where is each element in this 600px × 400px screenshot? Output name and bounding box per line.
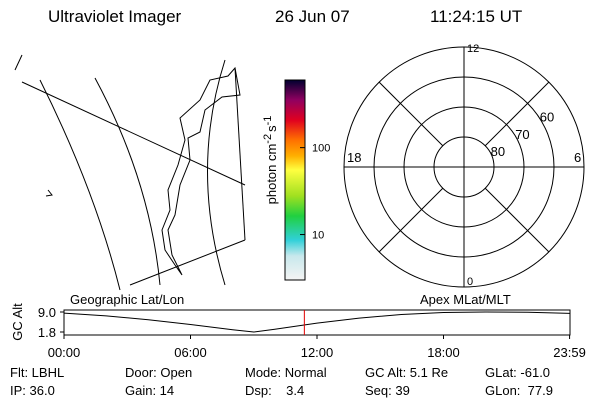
x-tick-label: 18:00 [427, 345, 460, 360]
info-field: Dsp: 3.4 [245, 383, 304, 398]
info-field: GC Alt: 5.1 Re [365, 365, 448, 380]
tick-label: 100 [312, 143, 330, 155]
unit: photon cm [264, 144, 279, 205]
colorbar [285, 80, 305, 280]
x-tick-label: 06:00 [174, 345, 207, 360]
time: 11:24:15 UT [430, 7, 522, 26]
info-field: GLat: -61.0 [485, 365, 550, 380]
exponent: -2 [262, 134, 274, 144]
altitude-curve [63, 311, 571, 333]
x-tick-label: 00:00 [48, 345, 81, 360]
info-field: GLon: 77.9 [485, 383, 553, 398]
colorbar-axis: 10 100 [300, 143, 330, 242]
info-field: Gain: 14 [125, 383, 174, 398]
ring [403, 106, 525, 228]
tick-label: 10 [312, 230, 324, 242]
timeline: 9.0 1.8 00:00 06:00 12:00 18:00 23:59 [38, 305, 586, 360]
info-field: IP: 36.0 [10, 383, 55, 398]
ring-label: 80 [491, 144, 505, 159]
ring [433, 136, 495, 198]
ring [373, 76, 555, 258]
date: 26 Jun 07 [275, 7, 350, 26]
panel-label: Apex MLat/MLT [420, 292, 511, 307]
map [14, 54, 246, 291]
axis [484, 187, 550, 253]
timeline-frame [63, 309, 571, 336]
info-field: Seq: 39 [365, 383, 410, 398]
axis [484, 81, 550, 147]
mlt-label: 6 [574, 150, 581, 165]
y-tick-label: 9.0 [38, 305, 56, 320]
axis [378, 187, 444, 253]
title: Ultraviolet Imager [48, 7, 182, 26]
mlt-label: 18 [347, 150, 361, 165]
y-label: GC Alt [10, 303, 25, 341]
colorbar-label: photon cm-2 s-1 [262, 116, 279, 205]
info-field: Door: Open [125, 365, 192, 380]
info-panel: Flt: LBHL Door: Open Mode: Normal GC Alt: 5… [10, 365, 553, 398]
colorbar-frame [284, 79, 306, 281]
x-tick-label: 23:59 [553, 345, 586, 360]
info-field: Mode: Normal [245, 365, 327, 380]
mlt-label: 0 [467, 276, 473, 288]
exponent: -1 [262, 116, 274, 126]
panel-label: Geographic Lat/Lon [70, 292, 184, 307]
info-field: Flt: LBHL [10, 365, 64, 380]
mlt-label: 12 [467, 43, 479, 55]
x-tick-label: 12:00 [301, 345, 334, 360]
ring-label: 60 [540, 110, 554, 125]
unit: s [264, 125, 279, 132]
ring-label: 70 [515, 127, 529, 142]
y-tick-label: 1.8 [38, 325, 56, 340]
axis [378, 81, 444, 147]
